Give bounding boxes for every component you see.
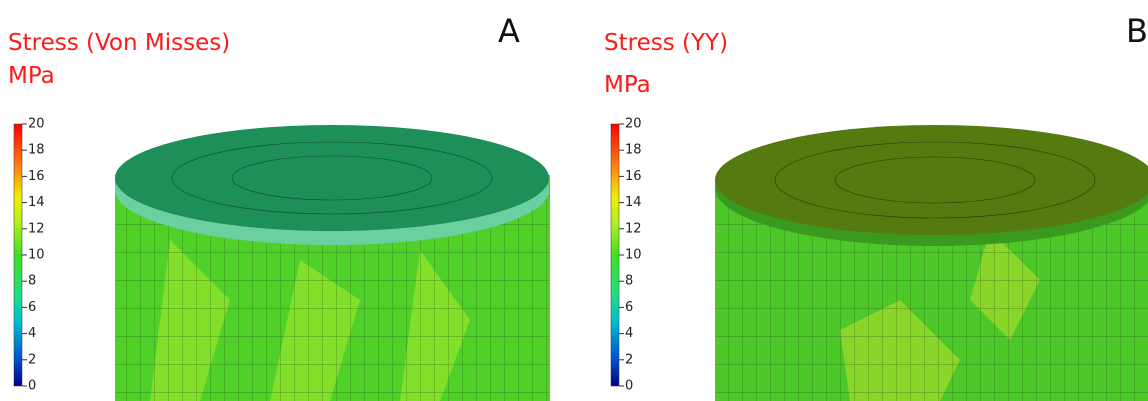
figure: Stress (Von Misses) MPa A 0 2 4 6 8 10 12 14 16 1… bbox=[0, 0, 1148, 401]
panel: Stress (Von Misses) MPa A 0 2 4 6 8 10 12 14 16 1… bbox=[8, 12, 550, 401]
colorbar-tick-label: 0 bbox=[28, 379, 36, 394]
colorbar-tick-label: 18 bbox=[625, 143, 642, 158]
colorbar-tick-label: 14 bbox=[625, 195, 642, 210]
colorbar-tick-label: 16 bbox=[625, 169, 642, 184]
colorbar-tick-label: 2 bbox=[625, 352, 633, 367]
colorbar-tick-label: 6 bbox=[625, 300, 633, 315]
colorbar-tick-label: 8 bbox=[625, 274, 633, 289]
cylinder-top bbox=[715, 125, 1148, 235]
panel-letter: A bbox=[498, 12, 520, 50]
title: Stress (YY) bbox=[604, 30, 728, 56]
unit: MPa bbox=[8, 63, 55, 89]
colorbar-tick-label: 14 bbox=[28, 195, 45, 210]
cylinder-top bbox=[115, 125, 549, 231]
colorbar-tick-label: 4 bbox=[28, 326, 36, 341]
panel-letter: B bbox=[1126, 12, 1148, 50]
colorbar-tick-label: 4 bbox=[625, 326, 633, 341]
title: Stress (Von Misses) bbox=[8, 30, 230, 56]
colorbar-tick-label: 2 bbox=[28, 352, 36, 367]
panel: Stress (YY) MPa B 0 2 4 6 8 10 12 14 16 18 20 bbox=[604, 12, 1148, 401]
colorbar-tick-label: 6 bbox=[28, 300, 36, 315]
colorbar-tick-label: 20 bbox=[625, 117, 642, 132]
colorbar bbox=[14, 124, 22, 386]
colorbar-tick-label: 12 bbox=[28, 221, 45, 236]
colorbar-tick-label: 10 bbox=[625, 248, 642, 263]
colorbar-tick-label: 18 bbox=[28, 143, 45, 158]
colorbar-tick-label: 10 bbox=[28, 248, 45, 263]
unit: MPa bbox=[604, 72, 651, 98]
page: {"panels": [ {"title": "Stress (Von Miss… bbox=[0, 0, 1148, 401]
colorbar-tick-label: 12 bbox=[625, 221, 642, 236]
colorbar bbox=[611, 124, 619, 386]
colorbar-tick-label: 16 bbox=[28, 169, 45, 184]
colorbar-tick-label: 8 bbox=[28, 274, 36, 289]
colorbar-tick-label: 20 bbox=[28, 117, 45, 132]
colorbar-tick-label: 0 bbox=[625, 379, 633, 394]
